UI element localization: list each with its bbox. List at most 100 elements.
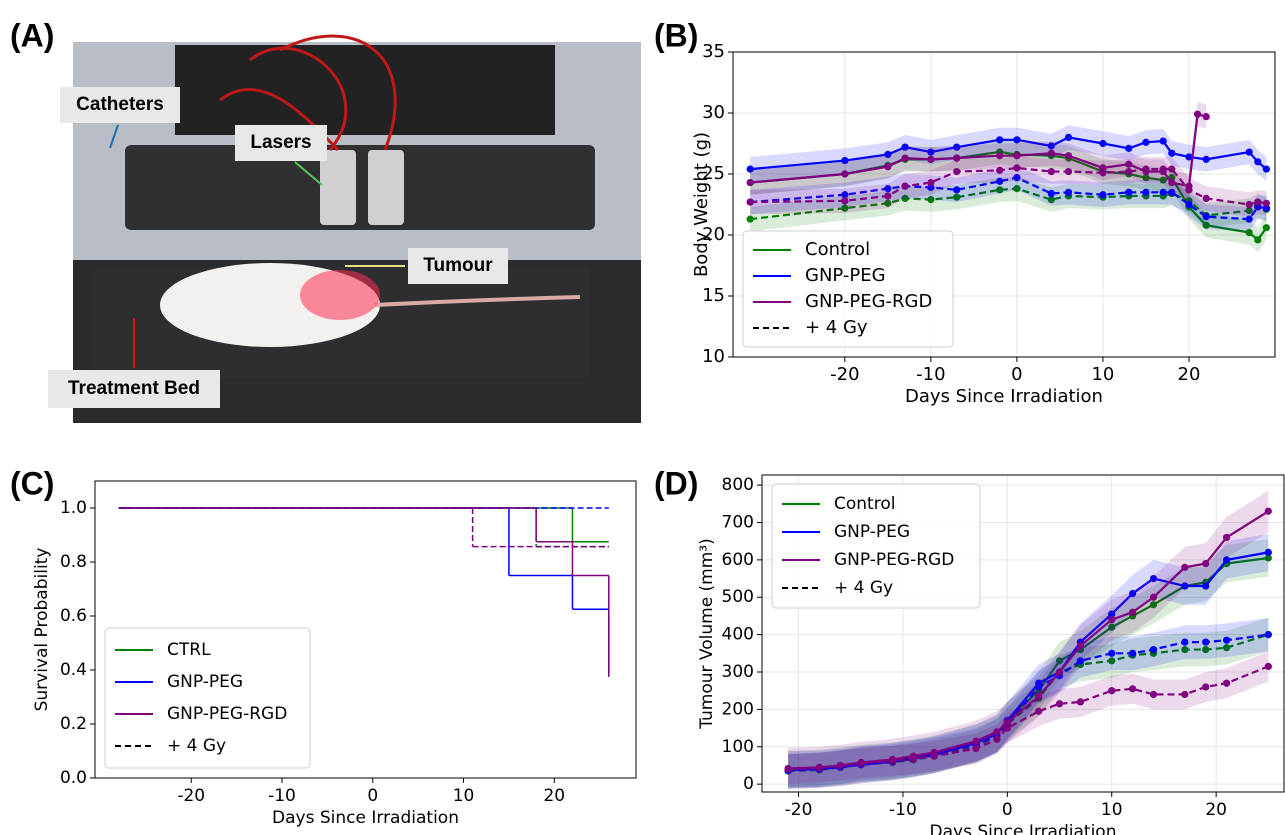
data-point bbox=[1035, 692, 1043, 700]
data-point bbox=[836, 761, 844, 770]
y-tick-label: 0.6 bbox=[60, 606, 87, 626]
data-point bbox=[1013, 152, 1021, 160]
legend-box bbox=[104, 627, 311, 769]
data-point bbox=[1064, 188, 1073, 196]
data-point bbox=[1149, 593, 1158, 601]
error-band bbox=[788, 533, 1269, 789]
y-tick-label: 800 bbox=[722, 475, 754, 495]
y-tick-label: 400 bbox=[722, 625, 754, 645]
error-band bbox=[788, 617, 1269, 788]
data-point bbox=[993, 728, 1001, 736]
series-line bbox=[750, 166, 1267, 206]
data-point bbox=[1013, 185, 1021, 193]
data-point bbox=[901, 154, 909, 162]
y-tick-label: 25 bbox=[702, 163, 725, 184]
data-point bbox=[1181, 638, 1189, 646]
laser-housing bbox=[175, 45, 555, 135]
data-point bbox=[1202, 638, 1210, 646]
data-point bbox=[1142, 174, 1150, 182]
data-point bbox=[1181, 690, 1189, 699]
data-point bbox=[1181, 582, 1189, 590]
chart: -20 -10 0 10 200100200300400500600700800Days… bbox=[697, 474, 1285, 835]
data-point bbox=[1003, 718, 1011, 727]
data-point bbox=[953, 186, 961, 194]
data-point bbox=[1064, 167, 1073, 176]
y-axis-label: Survival Probability bbox=[32, 548, 52, 712]
y-tick-label: 300 bbox=[722, 662, 754, 682]
y-tick-label: 15 bbox=[702, 285, 725, 306]
error-band bbox=[750, 155, 1267, 217]
data-point bbox=[1159, 176, 1167, 184]
data-point bbox=[1202, 683, 1210, 691]
data-point bbox=[1254, 158, 1262, 166]
data-point bbox=[1076, 642, 1085, 650]
data-point bbox=[746, 198, 754, 206]
plot-frame bbox=[732, 51, 1276, 358]
data-point bbox=[1222, 556, 1231, 564]
data-point bbox=[1047, 189, 1055, 198]
data-point bbox=[927, 178, 935, 187]
plot-area bbox=[784, 490, 1272, 790]
data-point bbox=[1159, 165, 1167, 173]
data-point bbox=[1264, 631, 1272, 639]
data-point bbox=[1245, 228, 1253, 237]
data-point bbox=[1013, 174, 1021, 182]
legend-label: GNP-PEG bbox=[805, 265, 886, 286]
data-point bbox=[746, 165, 754, 173]
data-point bbox=[1108, 610, 1116, 618]
data-point bbox=[996, 186, 1004, 194]
error-band bbox=[750, 102, 1207, 199]
x-tick-label: -10 bbox=[889, 800, 917, 820]
data-point bbox=[1129, 608, 1137, 616]
data-point bbox=[1035, 707, 1043, 715]
data-point bbox=[1181, 563, 1189, 571]
data-point bbox=[1108, 649, 1116, 657]
legend-label: Control bbox=[834, 494, 895, 514]
data-point bbox=[953, 193, 961, 201]
y-tick-label: 10 bbox=[702, 346, 725, 367]
y-tick-label: 200 bbox=[722, 699, 754, 719]
data-point bbox=[1245, 148, 1253, 156]
mouse-tail bbox=[374, 295, 581, 307]
photo-label: Lasers bbox=[250, 132, 311, 153]
data-point bbox=[1142, 188, 1150, 196]
series-line bbox=[788, 665, 1269, 771]
data-point bbox=[1159, 137, 1167, 145]
x-tick-label: 10 bbox=[1101, 800, 1123, 820]
data-point bbox=[1076, 698, 1085, 706]
data-point bbox=[1181, 645, 1189, 654]
y-tick-label: 0.0 bbox=[60, 768, 87, 788]
data-point bbox=[888, 757, 897, 765]
label-box bbox=[408, 248, 508, 284]
legend-label: GNP-PEG-RGD bbox=[167, 704, 287, 724]
data-point bbox=[1108, 623, 1116, 631]
x-tick-label: -20 bbox=[177, 786, 205, 806]
data-point bbox=[1264, 554, 1272, 562]
laser-mount bbox=[125, 145, 595, 230]
y-tick-label: 1.0 bbox=[60, 498, 87, 518]
data-point bbox=[746, 178, 754, 187]
data-point bbox=[1099, 169, 1107, 177]
label-box bbox=[60, 87, 180, 123]
y-axis-label: Tumour Volume (mm³) bbox=[697, 538, 717, 730]
error-band bbox=[788, 490, 1269, 790]
data-point bbox=[1202, 155, 1210, 163]
data-point bbox=[884, 163, 892, 171]
data-point bbox=[1245, 200, 1253, 209]
y-tick-label: 0.8 bbox=[60, 552, 87, 572]
data-point bbox=[1254, 236, 1262, 244]
data-point bbox=[996, 136, 1004, 144]
data-point bbox=[1193, 110, 1202, 118]
data-point bbox=[972, 745, 980, 753]
x-tick-label: 0 bbox=[1011, 364, 1022, 385]
photo-label: Tumour bbox=[423, 255, 493, 276]
legend-label: GNP-PEG-RGD bbox=[834, 550, 954, 570]
data-point bbox=[1222, 636, 1231, 644]
data-point bbox=[1064, 152, 1073, 160]
data-point bbox=[1055, 657, 1064, 665]
data-point bbox=[1264, 662, 1272, 670]
data-point bbox=[1185, 153, 1193, 161]
data-point bbox=[996, 166, 1004, 174]
y-tick-label: 0.4 bbox=[60, 660, 87, 680]
legend-label: Control bbox=[805, 239, 870, 260]
